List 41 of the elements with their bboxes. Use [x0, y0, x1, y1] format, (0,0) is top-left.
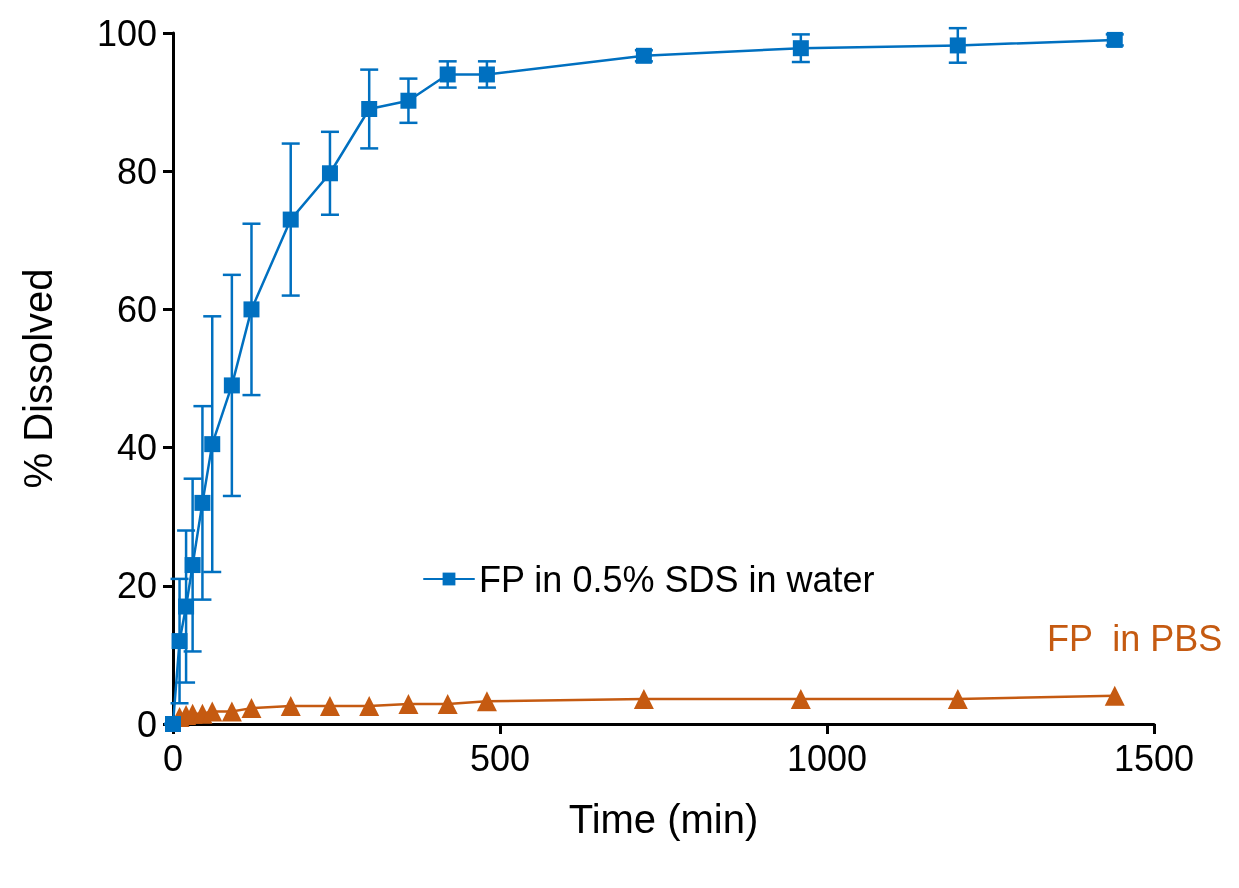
point: [241, 698, 262, 719]
y-tick-label: 60: [116, 288, 157, 330]
x-tick-label: 0: [162, 737, 184, 779]
point: [194, 494, 211, 511]
point: [223, 377, 240, 394]
point: [280, 696, 301, 717]
x-axis-title: Time (min): [568, 797, 759, 841]
point: [476, 691, 497, 712]
point: [221, 701, 242, 722]
point: [1104, 685, 1125, 706]
point: [282, 211, 299, 228]
y-axis-title: % Dissolved: [16, 268, 60, 489]
x-tick-label: 1500: [1113, 737, 1195, 779]
point: [790, 689, 811, 710]
point: [171, 633, 188, 650]
point: [439, 66, 456, 83]
x-tick-label: 1000: [786, 737, 868, 779]
x-tick-label: 500: [469, 737, 531, 779]
y-tick-label: 80: [116, 150, 157, 192]
point: [321, 165, 338, 182]
point: [243, 301, 260, 318]
y-tick-label: 20: [116, 565, 157, 607]
point: [633, 689, 654, 710]
y-tick-label: 100: [96, 12, 157, 54]
point: [792, 40, 809, 57]
point: [437, 693, 458, 714]
point: [949, 37, 966, 54]
legend-label: FP in 0.5% SDS in water: [479, 558, 875, 600]
point: [359, 696, 380, 717]
point: [204, 436, 221, 453]
point: [361, 101, 378, 118]
point: [319, 696, 340, 717]
point: [947, 689, 968, 710]
point: [178, 598, 195, 615]
y-tick-label: 40: [116, 427, 157, 469]
point: [398, 693, 419, 714]
point: [184, 557, 201, 574]
series-label: FP in PBS: [1046, 617, 1223, 659]
point: [400, 92, 417, 109]
y-tick-label: 0: [136, 703, 157, 745]
point: [478, 66, 495, 83]
